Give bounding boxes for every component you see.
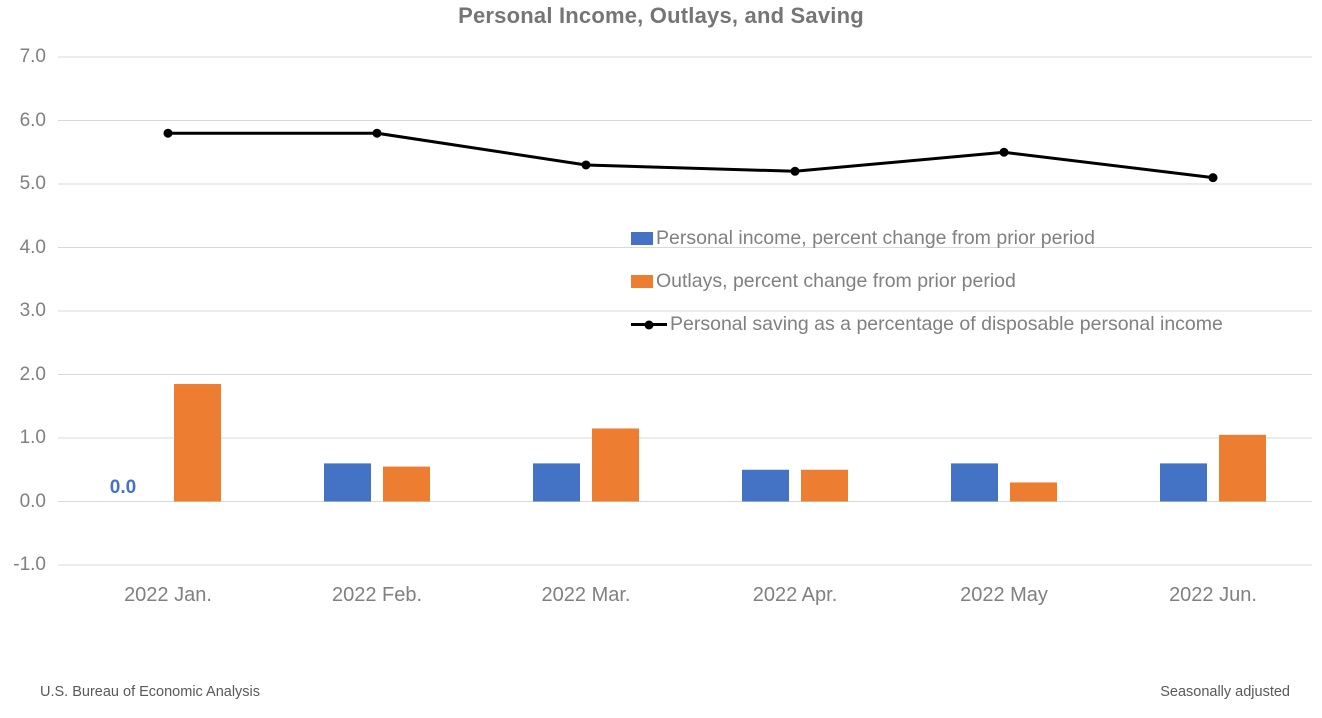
saving-line-swatch-icon: [631, 320, 667, 329]
saving-point-2: [581, 160, 591, 170]
legend-label-outlays: Outlays, percent change from prior perio…: [656, 270, 1016, 292]
saving-line-marker-icon: [644, 320, 654, 329]
legend-item-personal-income: Personal income, percent change from pri…: [631, 217, 1223, 260]
y-tick-label: 5.0: [19, 173, 46, 194]
bar-outlays-3: [801, 469, 848, 502]
saving-point-0: [163, 128, 173, 138]
bar-income-1: [324, 463, 371, 502]
legend-item-personal-saving: Personal saving as a percentage of dispo…: [631, 303, 1223, 346]
x-tick-label: 2022 Jun.: [1169, 584, 1257, 606]
y-tick-label: 3.0: [19, 300, 46, 321]
bar-outlays-2: [592, 428, 639, 502]
bar-income-5: [1160, 463, 1207, 502]
bar-income-2: [533, 463, 580, 502]
legend-item-outlays: Outlays, percent change from prior perio…: [631, 260, 1223, 303]
source-attribution: U.S. Bureau of Economic Analysis: [40, 684, 261, 700]
x-tick-label: 2022 Mar.: [541, 584, 631, 606]
bar-data-label: 0.0: [109, 476, 137, 498]
y-tick-label: 0.0: [19, 490, 46, 512]
x-tick-label: 2022 Feb.: [331, 584, 423, 606]
saving-point-4: [999, 147, 1009, 157]
bar-income-3: [742, 469, 789, 502]
saving-line: [168, 131, 1214, 180]
legend-label-personal-income: Personal income, percent change from pri…: [656, 227, 1095, 249]
y-tick-label: 7.0: [19, 46, 46, 67]
bar-outlays-4: [1010, 482, 1057, 502]
bar-outlays-5: [1219, 434, 1266, 502]
x-tick-label: 2022 May: [960, 584, 1048, 606]
bar-outlays-1: [383, 466, 430, 502]
saving-point-3: [790, 166, 800, 176]
x-tick-label: 2022 Apr.: [752, 584, 838, 606]
income-bar-swatch-icon: [631, 232, 653, 245]
y-tick-label: 2.0: [19, 363, 46, 385]
bar-income-4: [951, 463, 998, 502]
legend-label-personal-saving: Personal saving as a percentage of dispo…: [670, 313, 1223, 335]
chart-title: Personal Income, Outlays, and Saving: [458, 3, 864, 28]
chart-legend: Personal income, percent change from pri…: [631, 217, 1223, 346]
y-tick-label: 6.0: [19, 109, 46, 131]
y-tick-label: -1.0: [13, 554, 46, 575]
y-tick-label: 1.0: [19, 427, 46, 448]
y-tick-label: 4.0: [19, 236, 46, 258]
saving-point-5: [1208, 173, 1218, 183]
bar-outlays-0: [174, 384, 221, 502]
saving-point-1: [372, 128, 382, 138]
seasonal-adjustment-note: Seasonally adjusted: [1160, 684, 1290, 700]
outlays-bar-swatch-icon: [631, 275, 653, 288]
x-tick-label: 2022 Jan.: [124, 584, 212, 606]
